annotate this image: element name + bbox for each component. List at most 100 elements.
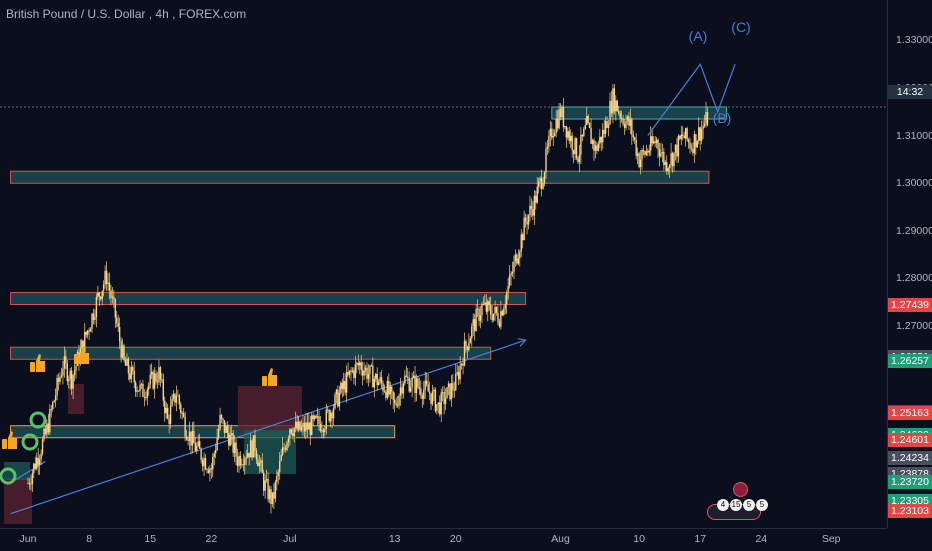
candle-body bbox=[457, 372, 460, 380]
x-tick-label: Jun bbox=[19, 533, 37, 545]
candle-body bbox=[306, 422, 309, 430]
candle-body bbox=[293, 427, 295, 436]
candle-body bbox=[383, 390, 386, 392]
symbol-name: British Pound / U.S. Dollar bbox=[6, 7, 146, 21]
candle-body bbox=[123, 345, 125, 361]
candle-body bbox=[478, 308, 480, 321]
economic-events[interactable]: 4 15 5 5 bbox=[703, 478, 768, 526]
candle-body bbox=[206, 469, 208, 471]
event-count[interactable]: 5 bbox=[756, 499, 768, 511]
candle-body bbox=[271, 492, 274, 505]
x-tick-label: 20 bbox=[449, 533, 462, 545]
candle-body bbox=[505, 292, 508, 305]
candle-body bbox=[228, 432, 230, 446]
candle-body bbox=[313, 415, 316, 420]
candle-body bbox=[369, 365, 371, 375]
candle-body bbox=[73, 370, 76, 376]
candle-body bbox=[129, 373, 131, 380]
candle-body bbox=[434, 389, 437, 412]
candle-body bbox=[305, 422, 307, 432]
candle-body bbox=[424, 380, 426, 390]
candle-body bbox=[116, 317, 118, 324]
candle-body bbox=[196, 445, 198, 451]
candle-body bbox=[530, 205, 533, 209]
candle-body bbox=[239, 455, 242, 466]
thumbs-up-icon bbox=[8, 431, 17, 449]
event-count[interactable]: 15 bbox=[730, 499, 742, 511]
candle-body bbox=[200, 448, 202, 461]
candle-body bbox=[556, 118, 559, 129]
candle-body bbox=[663, 151, 665, 165]
candle-body bbox=[194, 443, 197, 451]
trendline-arrowhead bbox=[517, 338, 527, 347]
candle-body bbox=[297, 421, 300, 430]
order-block-4 bbox=[4, 462, 30, 480]
sr-zone-2 bbox=[10, 292, 527, 306]
candle-body bbox=[639, 159, 642, 168]
candle-body bbox=[676, 144, 678, 157]
candle-body bbox=[270, 489, 272, 505]
candle-body bbox=[345, 372, 348, 393]
candle-body bbox=[613, 88, 616, 112]
candle-body bbox=[223, 420, 226, 433]
candle-body bbox=[165, 407, 167, 414]
candle-body bbox=[594, 145, 597, 151]
candle-body bbox=[276, 476, 278, 482]
candle-body bbox=[217, 428, 220, 438]
candle-body bbox=[648, 150, 650, 153]
candle-body bbox=[469, 338, 472, 344]
event-count[interactable]: 4 bbox=[717, 499, 729, 511]
candle-body bbox=[629, 119, 632, 126]
price-scale[interactable] bbox=[887, 0, 932, 528]
candle-body bbox=[599, 136, 601, 144]
uk-flag-icon[interactable] bbox=[733, 482, 748, 497]
candle-body bbox=[449, 383, 451, 400]
candle-body bbox=[523, 217, 525, 241]
candle-body bbox=[452, 383, 454, 391]
candle-body bbox=[385, 391, 387, 398]
candle-body bbox=[190, 431, 192, 446]
candle-body bbox=[668, 165, 671, 169]
candle-body bbox=[235, 442, 237, 457]
y-tick-label: 1.31000 bbox=[896, 129, 932, 142]
event-count[interactable]: 5 bbox=[743, 499, 755, 511]
candle-body bbox=[686, 128, 688, 140]
x-tick-label: 17 bbox=[694, 533, 707, 545]
candle-body bbox=[255, 450, 258, 460]
candle-body bbox=[101, 290, 103, 300]
candle-body bbox=[699, 127, 701, 141]
candle-body bbox=[299, 421, 301, 431]
candle-body bbox=[321, 429, 323, 432]
candle-body bbox=[625, 121, 627, 128]
candle-body bbox=[149, 374, 151, 385]
candle-body bbox=[148, 384, 150, 390]
candle-body bbox=[379, 377, 381, 382]
time-scale[interactable] bbox=[0, 528, 887, 551]
candle-body bbox=[439, 402, 441, 415]
y-tick-label: 1.29000 bbox=[896, 224, 932, 237]
candle-body bbox=[130, 367, 133, 380]
candle-body bbox=[437, 402, 440, 405]
candle-body bbox=[577, 158, 579, 163]
candle-body bbox=[127, 358, 130, 374]
candle-body bbox=[175, 395, 178, 403]
candle-body bbox=[380, 377, 383, 384]
candle-body bbox=[466, 346, 469, 351]
candle-body bbox=[492, 313, 495, 321]
candle-body bbox=[540, 177, 543, 189]
candle-body bbox=[542, 183, 544, 189]
candle-body bbox=[30, 483, 32, 485]
order-block-3 bbox=[4, 478, 32, 524]
candle-body bbox=[248, 452, 250, 458]
candle-body bbox=[456, 372, 458, 374]
candle-body bbox=[198, 441, 201, 449]
candle-body bbox=[225, 425, 227, 433]
candle-body bbox=[430, 393, 432, 404]
candle-body bbox=[263, 472, 265, 491]
candle-body bbox=[46, 423, 48, 435]
candle-body bbox=[539, 177, 541, 182]
candle-body bbox=[216, 437, 218, 450]
candle-body bbox=[703, 123, 706, 127]
